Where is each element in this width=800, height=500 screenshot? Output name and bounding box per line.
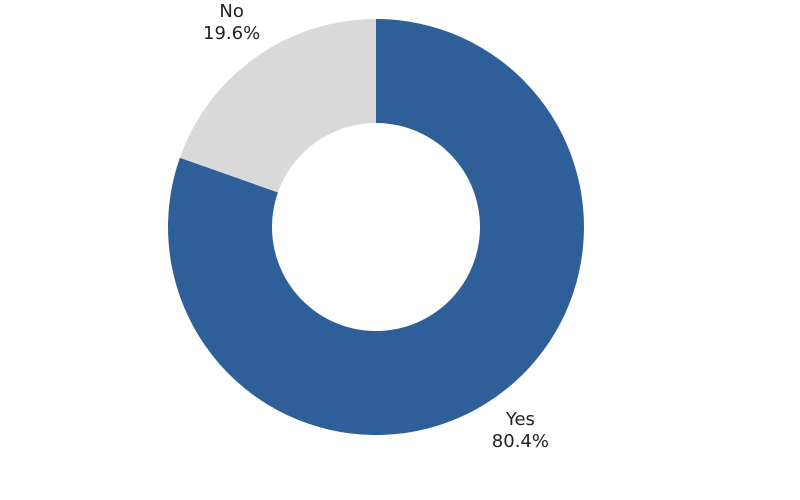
donut-segment [167, 19, 585, 435]
segment-label: Yes [505, 409, 535, 430]
value-label: 80.4% [492, 431, 549, 452]
segment-label: No [219, 1, 243, 22]
donut-segment [179, 19, 376, 193]
value-label: 19.6% [203, 23, 260, 44]
